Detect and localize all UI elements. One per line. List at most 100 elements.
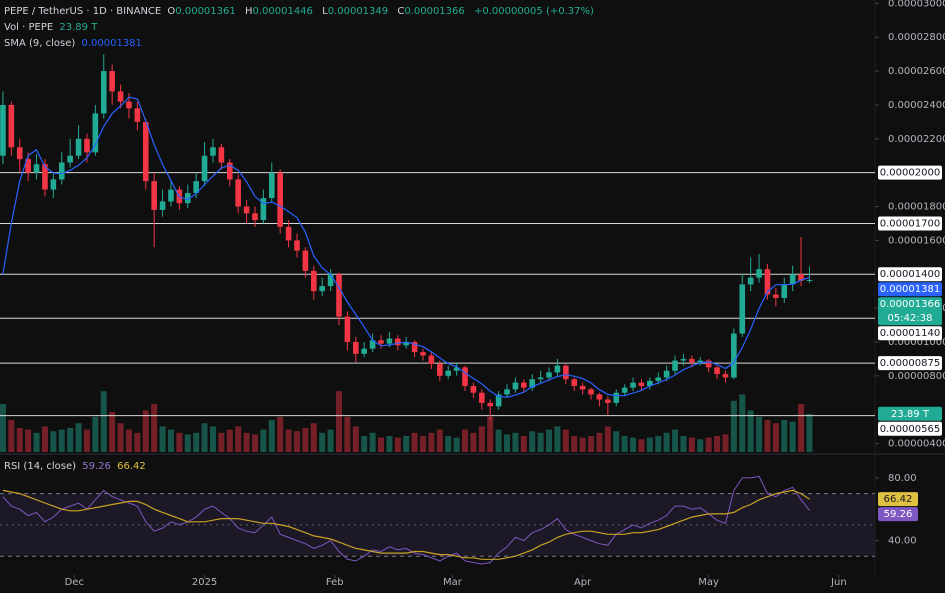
candle-body [58,162,65,180]
candle-body [588,389,594,395]
volume-bar [319,432,326,452]
candle-body [218,147,225,163]
volume-bar [134,432,141,452]
volume-bar [378,437,385,452]
volume-bar [554,426,561,452]
volume-bar [655,436,662,452]
level-label: 0.00000875 [880,358,940,369]
y-tick-label: 0.00003000 [888,0,945,9]
candle-body [75,138,82,156]
candle-body [210,147,216,156]
volume-bar [621,436,628,452]
symbol: PEPE / TetherUS · 1D · BINANCE [4,6,162,17]
volume-bar [470,432,477,452]
candle-body [445,370,452,376]
volume-bar [588,436,595,452]
candle-body [420,352,426,356]
rsi-legend: RSI (14, close) 59.26 66.42 [4,461,149,472]
candle-body [33,164,40,173]
candle-body [277,172,283,227]
candle-body [739,284,746,334]
volume-bar [8,420,15,452]
level-label: 0.00000565 [880,424,940,435]
candle-body [495,394,502,407]
high-label: H0.00001446 [245,6,316,17]
y-tick-label: 0.00000400 [888,439,945,450]
sma-title: SMA (9, close) [4,38,76,49]
candle-body [764,269,771,295]
candle-body [689,358,695,363]
candle-body [806,280,813,282]
candle-body [571,379,578,386]
volume-bar [495,429,502,452]
volume-bar [327,429,334,452]
volume-bar [201,423,208,452]
volume-bar [798,404,805,452]
sma-price-label-box [878,282,942,297]
volume-bar [638,439,645,452]
volume-bar [672,429,679,452]
level-label: 0.00001700 [880,218,940,229]
candle-body [453,367,460,371]
candle-body [437,363,443,376]
volume-bar [58,429,65,452]
volume-bar [529,431,536,452]
candle-body [378,340,384,344]
volume-bar [512,432,519,452]
candle-body [184,192,191,204]
candle-body [168,189,174,202]
volume-bar [41,426,48,452]
volume-bar [756,416,763,452]
volume-bar [142,410,149,452]
volume-bar [310,423,317,452]
rsi-label: 59.26 [884,509,913,520]
candle-body [336,274,342,317]
volume-bar [369,432,376,452]
y-tick-label: 0.00001800 [888,202,945,213]
volume-bar [184,434,191,452]
candle-body [8,104,15,148]
o: O [167,6,176,17]
volume-bar [747,410,754,452]
sma-price-label: 0.00001381 [880,284,940,295]
volume-bar [243,432,250,452]
candle-body [403,341,410,346]
volume-bar [302,428,309,452]
candle-body [395,338,401,346]
volume-bar [209,426,216,452]
candle-body [630,382,636,388]
candle-body [285,226,292,241]
volume-bar [268,420,275,452]
volume-title: Vol · PEPE [4,22,54,33]
x-tick-label: Jun [830,577,847,588]
volume-bar [537,432,544,452]
candle-body [16,147,23,160]
candle-body [773,294,779,298]
level-label: 0.00001400 [880,269,940,280]
rsi-band [0,493,875,557]
candle-body [159,201,166,210]
volume-bar [16,428,23,452]
volume-bar [125,429,132,452]
volume-bar [151,404,158,452]
volume-bar [260,429,267,452]
candle-body [487,402,494,407]
candle-body [747,277,754,285]
close-label: C0.00001366 [397,6,467,17]
open-label: O0.00001361 [167,6,238,17]
volume-bar [293,431,300,452]
candle-body [327,274,334,287]
candle-body [0,104,6,156]
candle-body [294,240,300,251]
candle-body [705,360,712,368]
candle-body [386,338,393,344]
volume-bar [462,429,469,452]
volume-bar [117,423,124,452]
low-value: 0.00001349 [327,6,389,17]
rsi-tick-label: 80.00 [888,473,917,484]
volume-bar [335,391,342,452]
volume-bar [562,429,569,452]
volume-bar [361,436,368,452]
